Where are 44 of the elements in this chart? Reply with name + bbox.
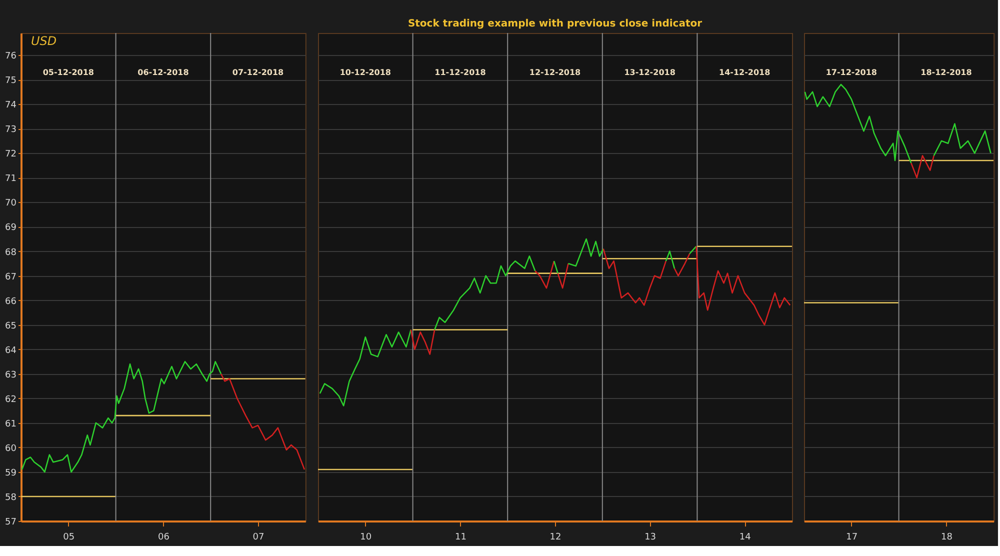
x-tick-label: 18 [940, 532, 953, 542]
y-tick-label: 76 [5, 52, 17, 62]
x2-tick-label: 10-12-2018 [340, 68, 392, 77]
x2-tick-label: 14-12-2018 [719, 68, 771, 77]
x-tick-label: 13 [644, 532, 656, 542]
y-tick-label: 65 [5, 321, 16, 332]
y-tick-label: 71 [5, 174, 16, 184]
x-tick-label: 10 [360, 532, 372, 542]
x2-tick-label: 12-12-2018 [529, 68, 582, 77]
y-tick-label: 64 [5, 346, 17, 356]
y-tick-label: 61 [5, 419, 16, 430]
y-tick-label: 75 [5, 76, 16, 86]
x2-tick-label: 11-12-2018 [434, 68, 486, 77]
y-tick-label: 57 [5, 518, 16, 528]
y-tick-label: 70 [5, 198, 17, 209]
x-tick-label: 14 [739, 532, 752, 542]
x-tick-label: 07 [252, 532, 264, 542]
y-tick-label: 74 [5, 100, 17, 111]
y-tick-label: 72 [5, 150, 16, 160]
x2-tick-label: 18-12-2018 [920, 68, 972, 77]
x2-tick-label: 17-12-2018 [826, 68, 878, 77]
line-series [220, 373, 306, 470]
x-tick-label: 12 [550, 532, 562, 542]
x-tick-label: 17 [846, 532, 858, 542]
y-tick-label: 66 [5, 296, 17, 307]
y-tick-label: 63 [5, 370, 16, 380]
x2-tick-label: 13-12-2018 [624, 68, 676, 77]
x-tick-label: 11 [454, 532, 466, 542]
chart-title: Stock trading example with previous close indicator [408, 18, 702, 30]
line-series [21, 360, 222, 473]
y-tick-label: 59 [5, 468, 17, 478]
y-tick-label: 62 [5, 394, 16, 405]
y-tick-label: 58 [5, 492, 17, 503]
y-tick-label: 60 [5, 444, 17, 454]
y-tick-label: 67 [5, 272, 16, 282]
x2-tick-label: 07-12-2018 [232, 68, 284, 77]
x2-tick-label: 05-12-2018 [42, 68, 94, 77]
y-tick-label: 68 [5, 248, 17, 258]
x-tick-label: 06 [158, 532, 170, 542]
y-tick-label: 69 [5, 223, 17, 234]
y-tick-label: 73 [5, 125, 16, 136]
x2-tick-label: 06-12-2018 [138, 68, 190, 77]
annotation: USD [31, 34, 57, 48]
x-tick-label: 05 [63, 532, 75, 542]
